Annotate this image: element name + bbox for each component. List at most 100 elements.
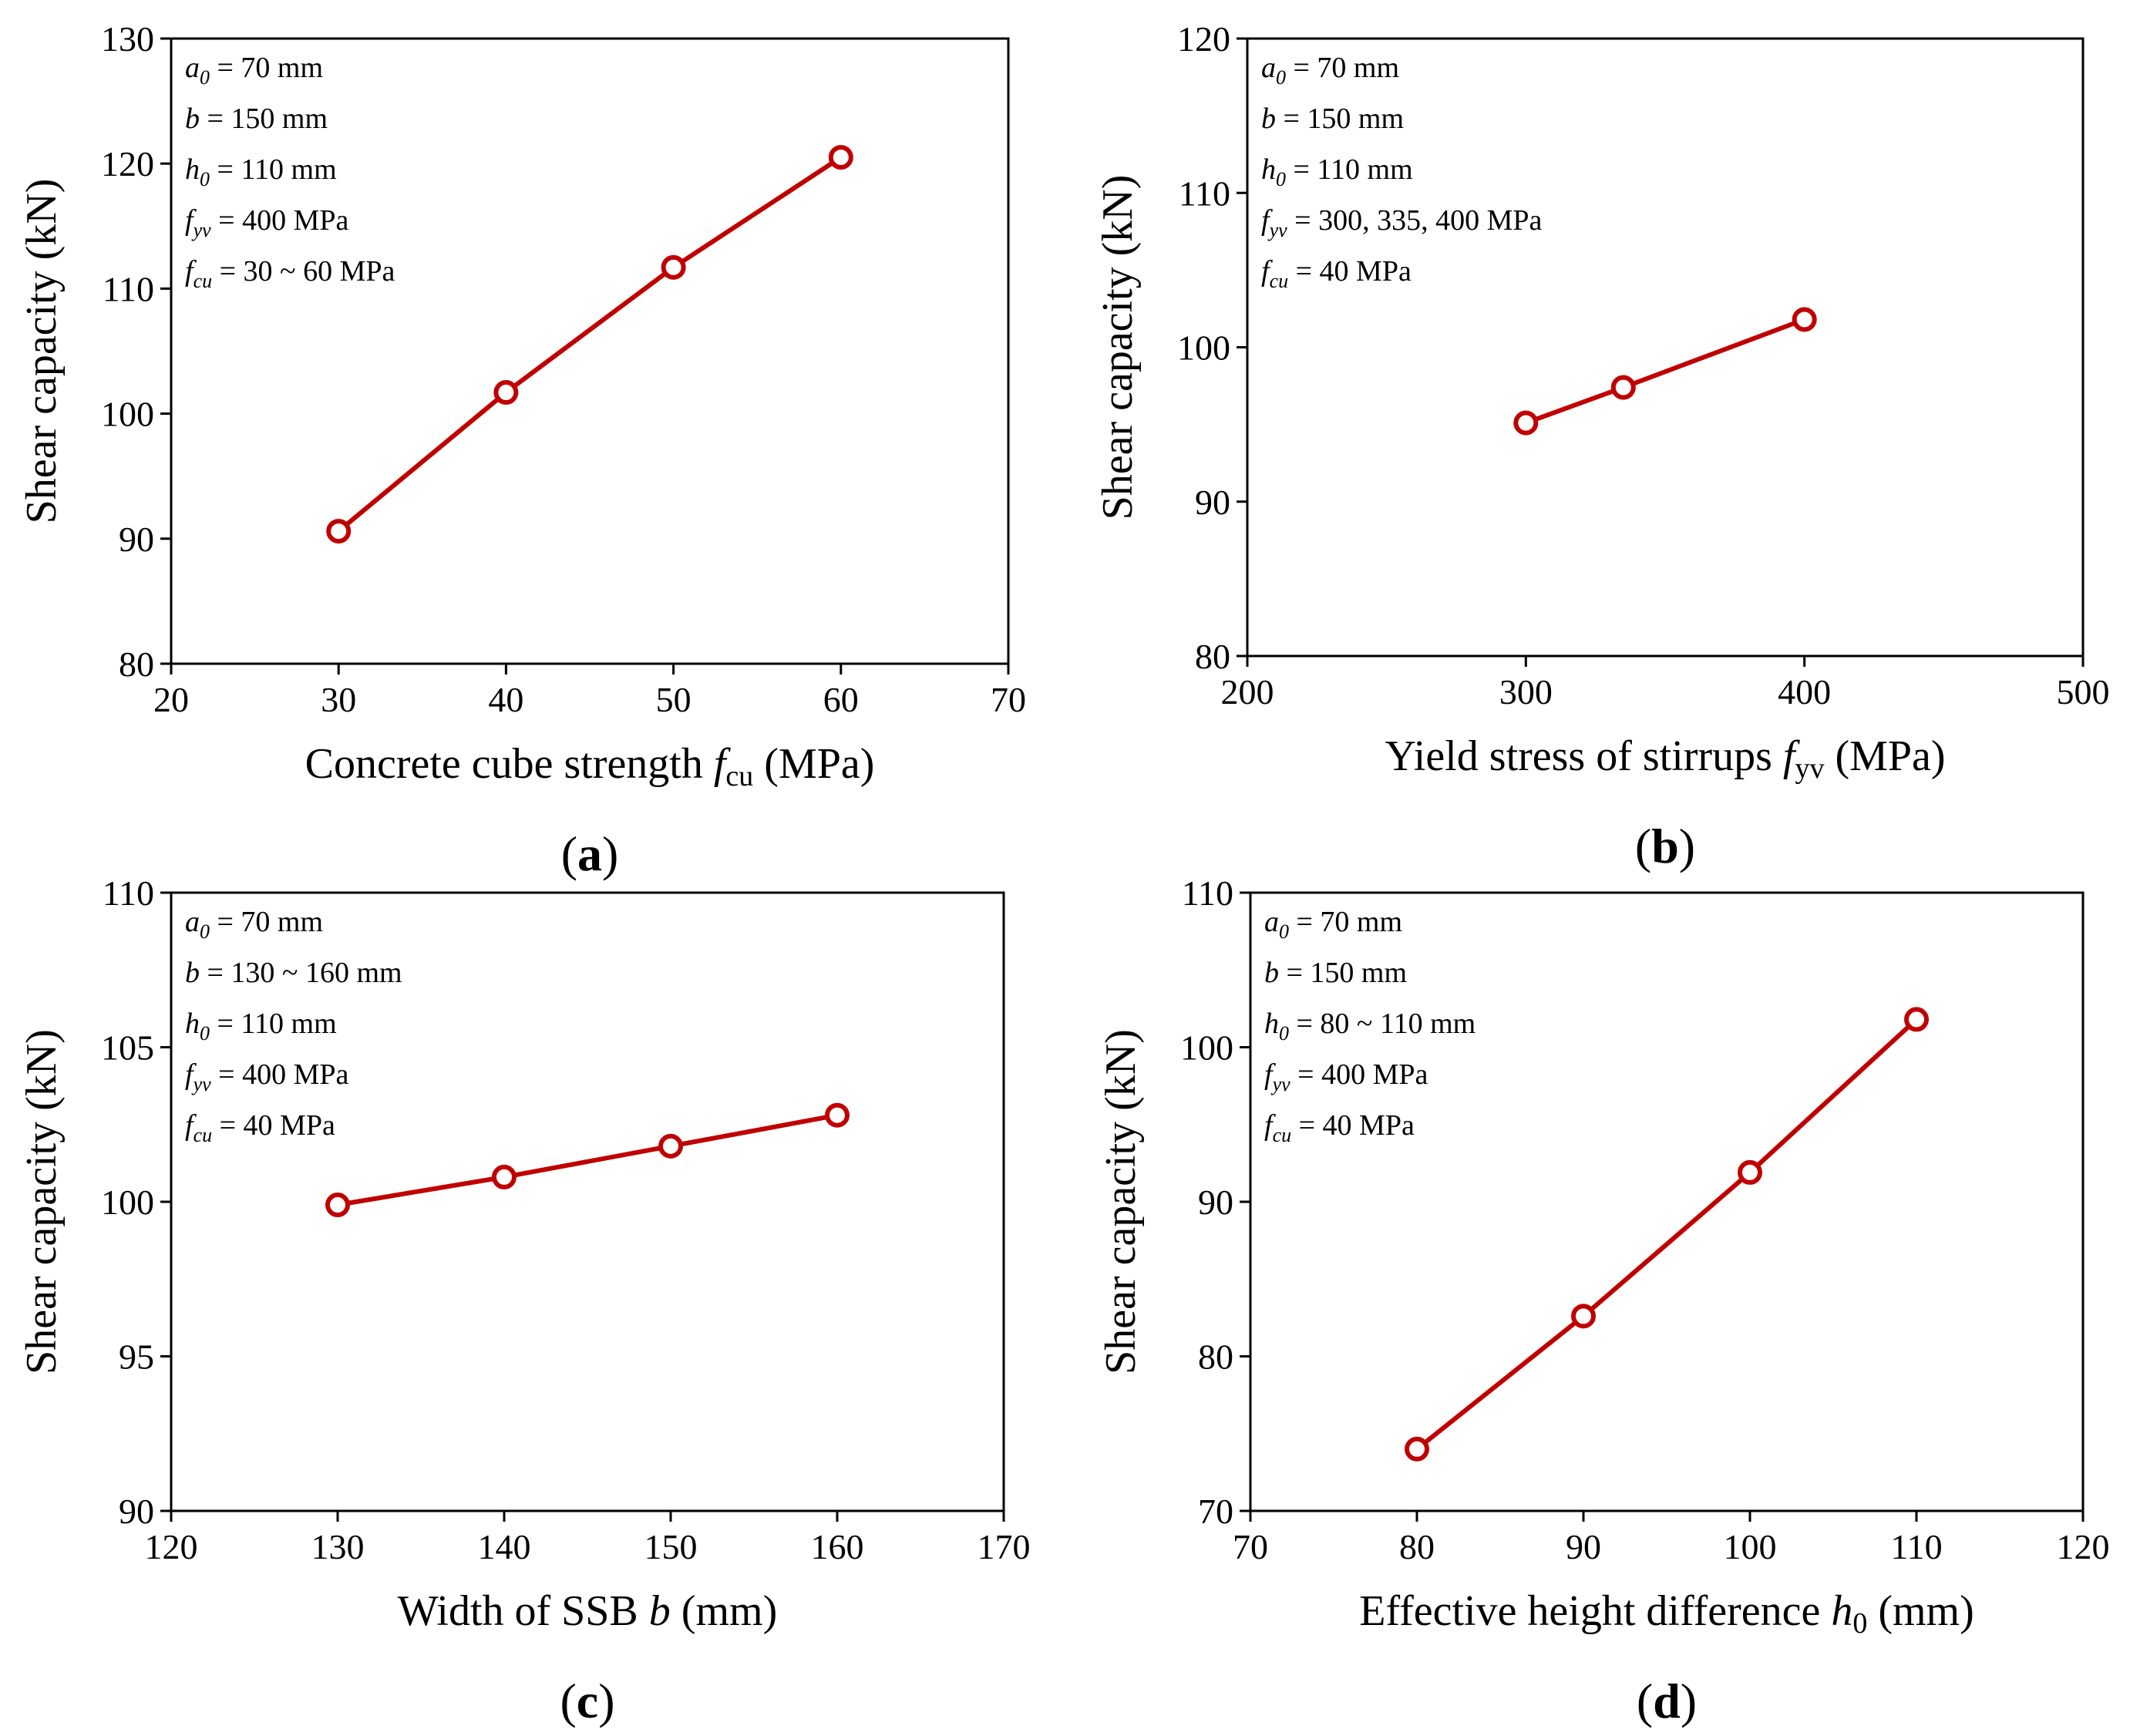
x-tick-label: 110 (1890, 1527, 1942, 1566)
plot-frame (170, 37, 1010, 665)
x-tick-label: 300 (1499, 672, 1553, 712)
data-point (326, 519, 352, 544)
panel-label: (a) (561, 826, 619, 881)
data-point (492, 1164, 517, 1189)
parameter-annotation: fcu = 30 ~ 60 MPa (185, 255, 395, 292)
data-point (1738, 1159, 1762, 1185)
parameter-annotation: a0 = 70 mm (1261, 52, 1399, 89)
y-tick-label: 120 (101, 144, 154, 183)
data-point (325, 1193, 350, 1218)
parameter-annotation: b = 150 mm (1261, 103, 1404, 135)
y-tick-label: 120 (1177, 19, 1230, 59)
x-tick-label: 500 (2057, 672, 2110, 712)
parameter-annotation: b = 150 mm (1264, 957, 1407, 989)
series-line (1415, 1018, 1919, 1452)
data-point (493, 380, 519, 405)
series-line (337, 155, 843, 533)
x-tick-label: 120 (145, 1527, 198, 1566)
data-point (1405, 1436, 1429, 1462)
x-tick-label: 400 (1778, 672, 1831, 712)
y-tick-label: 100 (101, 1183, 154, 1222)
chart-panel-c: 120 130 140 150 160 170 90 95 100 105 110 Shear cap… (18, 873, 1031, 1728)
y-tick-label: 90 (119, 520, 154, 559)
y-tick-label: 90 (1198, 1183, 1233, 1222)
x-tick-label: 200 (1221, 672, 1274, 712)
parameter-annotation: fcu = 40 MPa (1264, 1109, 1415, 1146)
parameter-annotation: h0 = 110 mm (185, 153, 337, 190)
parameter-annotation: a0 = 70 mm (185, 906, 323, 943)
x-tick-label: 120 (2057, 1527, 2110, 1566)
x-axis-label: Effective height difference h0 (mm) (1359, 1587, 1974, 1640)
y-tick-label: 80 (1195, 637, 1230, 676)
parameter-annotation: b = 150 mm (185, 103, 328, 135)
parameter-annotation: fyv = 400 MPa (185, 1058, 349, 1095)
y-tick-label: 100 (1177, 328, 1230, 368)
x-tick-label: 100 (1724, 1527, 1777, 1566)
data-point (661, 254, 686, 280)
chart-panel-d: 70 80 90 100 110 120 70 80 90 100 110 Shear capacit… (1097, 873, 2110, 1728)
data-point (1904, 1007, 1929, 1032)
y-tick-label: 70 (1198, 1492, 1233, 1531)
x-tick-label: 60 (823, 680, 859, 719)
y-axis-label: Shear capacity (kN) (18, 1029, 66, 1374)
x-tick-label: 70 (991, 680, 1026, 719)
x-tick-label: 80 (1399, 1527, 1435, 1566)
parameter-annotation: fyv = 300, 335, 400 MPa (1261, 204, 1543, 241)
y-tick-label: 90 (119, 1492, 154, 1531)
parameter-annotation: b = 130 ~ 160 mm (185, 957, 402, 989)
parameter-annotation: fcu = 40 MPa (1261, 255, 1412, 292)
x-tick-label: 170 (978, 1527, 1031, 1566)
x-tick-label: 130 (311, 1527, 365, 1566)
y-axis-label: Shear capacity (kN) (18, 179, 66, 524)
parameter-annotation: fyv = 400 MPa (1264, 1058, 1428, 1095)
y-tick-label: 105 (101, 1028, 154, 1068)
x-tick-label: 160 (811, 1527, 864, 1566)
y-tick-label: 130 (101, 19, 154, 59)
series-line (337, 1112, 838, 1207)
y-tick-label: 110 (1179, 173, 1230, 213)
x-tick-label: 140 (478, 1527, 531, 1566)
y-tick-label: 100 (101, 395, 154, 434)
parameter-annotation: fcu = 40 MPa (185, 1109, 335, 1146)
y-tick-label: 110 (103, 873, 154, 913)
x-axis-label: Width of SSB b (mm) (398, 1587, 777, 1635)
parameter-annotation: h0 = 80 ~ 110 mm (1264, 1008, 1476, 1045)
x-tick-label: 50 (656, 680, 691, 719)
y-axis-label: Shear capacity (kN) (1097, 1029, 1145, 1374)
parameter-annotation: h0 = 110 mm (185, 1008, 337, 1045)
y-tick-label: 110 (103, 269, 154, 308)
data-point (658, 1133, 683, 1159)
y-tick-label: 110 (1182, 873, 1233, 913)
y-tick-label: 80 (1198, 1337, 1233, 1377)
data-point (1792, 307, 1817, 332)
chart-panel-a: 20 30 40 50 60 70 80 90 100 110 120 130 Shear capaci… (18, 19, 1026, 881)
panel-label: (b) (1635, 819, 1695, 873)
data-point (825, 1102, 850, 1128)
chart-panel-b: 200 300 400 500 80 90 100 110 120 Shear capacity … (1094, 19, 2110, 873)
parameter-annotation: fyv = 400 MPa (185, 204, 349, 241)
x-tick-label: 70 (1233, 1527, 1268, 1566)
data-point (1513, 410, 1539, 436)
x-axis-label: Concrete cube strength fcu (MPa) (305, 740, 875, 792)
y-tick-label: 100 (1180, 1028, 1233, 1068)
data-point (1571, 1304, 1596, 1329)
y-tick-label: 95 (119, 1337, 154, 1377)
panel-label: (d) (1637, 1674, 1697, 1728)
x-tick-label: 40 (488, 680, 523, 719)
y-tick-label: 90 (1195, 483, 1230, 522)
parameter-annotation: a0 = 70 mm (185, 52, 323, 89)
panel-label: (c) (560, 1674, 614, 1728)
x-tick-label: 90 (1566, 1527, 1601, 1566)
y-tick-label: 80 (119, 644, 154, 684)
data-point (828, 145, 853, 170)
x-tick-label: 150 (644, 1527, 698, 1566)
series-line (1525, 317, 1805, 426)
x-tick-label: 20 (153, 680, 189, 719)
parameter-annotation: h0 = 110 mm (1261, 153, 1413, 190)
x-tick-label: 30 (321, 680, 356, 719)
y-axis-label: Shear capacity (kN) (1094, 175, 1142, 520)
parameter-annotation: a0 = 70 mm (1264, 906, 1402, 943)
x-axis-label: Yield stress of stirrups fyv (MPa) (1385, 732, 1945, 785)
data-point (1610, 375, 1636, 400)
